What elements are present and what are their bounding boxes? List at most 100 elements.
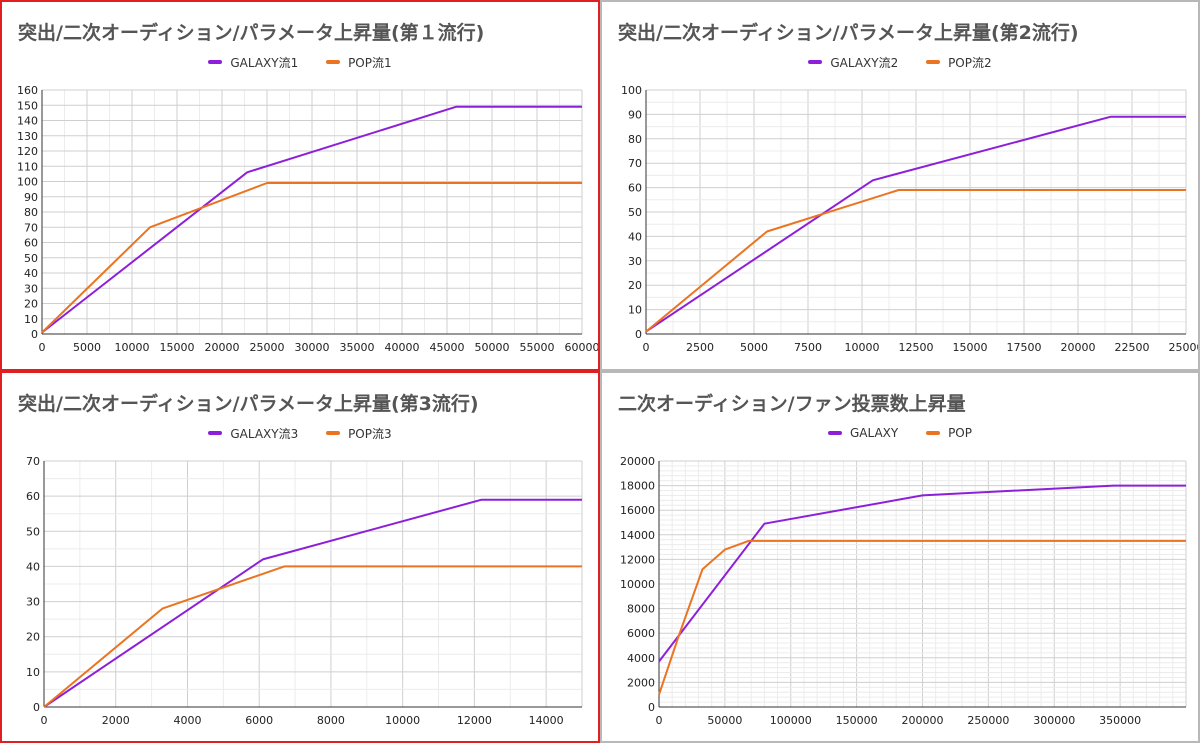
y-tick-label: 20	[26, 631, 40, 644]
y-tick-label: 50	[24, 252, 38, 265]
x-tick-label: 15000	[953, 341, 988, 354]
x-tick-label: 22500	[1115, 341, 1150, 354]
y-tick-label: 80	[24, 206, 38, 219]
y-tick-label: 10	[24, 313, 38, 326]
y-tick-label: 16000	[620, 504, 655, 517]
x-tick-label: 5000	[73, 341, 101, 354]
series-line-POP	[658, 539, 1186, 696]
y-tick-label: 40	[628, 230, 642, 243]
legend-label: GALAXY流1	[230, 55, 299, 70]
y-tick-label: 90	[628, 108, 642, 121]
x-tick-label: 8000	[317, 714, 345, 727]
x-tick-label: 10000	[385, 714, 420, 727]
legend-item-pop: POP流1	[326, 54, 392, 71]
y-tick-label: 10	[628, 304, 642, 317]
series-line-GALAXY流2	[645, 115, 1186, 333]
legend-item-pop: POP流2	[926, 54, 992, 71]
legend-swatch-galaxy	[828, 431, 842, 435]
series-line-POP流2	[645, 189, 1186, 333]
y-tick-label: 20000	[620, 455, 655, 468]
chart-plot: 0 2000 4000 6000 8000 10000 12000 14000 0 10 20 30 4…	[26, 455, 583, 727]
x-tick-label: 50000	[475, 341, 510, 354]
legend-item-galaxy: GALAXY	[828, 426, 898, 440]
y-tick-label: 90	[24, 191, 38, 204]
legend-swatch-galaxy	[208, 60, 223, 64]
y-tick-label: 120	[17, 145, 38, 158]
chart-title: 二次オーディション/ファン投票数上昇量	[618, 393, 966, 415]
y-tick-label: 60	[24, 237, 38, 250]
y-tick-label: 50	[26, 525, 40, 538]
y-tick-label: 70	[628, 157, 642, 170]
chart-plot: 0 5000 10000 15000 20000 25000 30000 35000 40000…	[17, 84, 600, 354]
x-tick-label: 14000	[529, 714, 564, 727]
x-tick-label: 200000	[902, 714, 944, 727]
y-tick-label: 10	[26, 666, 40, 679]
chart-title: 突出/二次オーディション/パラメータ上昇量(第１流行)	[18, 22, 485, 44]
x-tick-label: 0	[39, 341, 46, 354]
y-tick-label: 40	[24, 267, 38, 280]
y-tick-label: 100	[621, 84, 642, 97]
legend-label: POP流2	[948, 55, 992, 70]
x-tick-label: 0	[41, 714, 48, 727]
y-tick-label: 18000	[620, 480, 655, 493]
x-tick-label: 6000	[245, 714, 273, 727]
series-line-POP流3	[43, 565, 582, 708]
series-line-GALAXY	[658, 484, 1186, 663]
y-tick-label: 150	[17, 99, 38, 112]
y-tick-label: 10000	[620, 578, 655, 591]
legend-label: POP	[948, 426, 972, 440]
x-tick-label: 300000	[1033, 714, 1075, 727]
legend-item-pop: POP	[926, 426, 972, 440]
x-tick-label: 0	[643, 341, 650, 354]
y-tick-label: 0	[648, 701, 655, 714]
x-tick-label: 17500	[1007, 341, 1042, 354]
series-line-GALAXY流1	[41, 105, 582, 334]
chart-legend: GALAXY POP	[602, 424, 1198, 440]
y-tick-label: 0	[33, 701, 40, 714]
legend-label: POP流1	[348, 55, 392, 70]
y-tick-label: 140	[17, 115, 38, 128]
y-tick-label: 110	[17, 160, 38, 173]
chart-plot: 0 50000 100000 150000 200000 250000 300000 3500…	[620, 455, 1187, 727]
chart-title: 突出/二次オーディション/パラメータ上昇量(第3流行)	[18, 393, 479, 415]
x-tick-label: 2000	[102, 714, 130, 727]
x-tick-label: 100000	[770, 714, 812, 727]
legend-label: GALAXY流2	[830, 55, 899, 70]
chart-legend: GALAXY流3 POP流3	[2, 424, 598, 442]
x-tick-label: 4000	[173, 714, 201, 727]
y-tick-label: 0	[635, 328, 642, 341]
y-tick-label: 80	[628, 133, 642, 146]
y-tick-label: 8000	[627, 603, 655, 616]
x-tick-label: 150000	[836, 714, 878, 727]
x-tick-label: 50000	[707, 714, 742, 727]
y-tick-label: 50	[628, 206, 642, 219]
x-tick-label: 2500	[686, 341, 714, 354]
x-tick-label: 12500	[899, 341, 934, 354]
chart-panel-2: 突出/二次オーディション/パラメータ上昇量(第2流行) GALAXY流2 POP…	[600, 0, 1200, 371]
legend-item-pop: POP流3	[326, 425, 392, 442]
legend-swatch-galaxy	[808, 60, 823, 64]
chart-panel-1: 突出/二次オーディション/パラメータ上昇量(第１流行) GALAXY流1 POP…	[0, 0, 600, 371]
y-tick-label: 30	[628, 255, 642, 268]
y-tick-label: 4000	[627, 652, 655, 665]
y-tick-label: 130	[17, 130, 38, 143]
chart-legend: GALAXY流1 POP流1	[2, 53, 598, 71]
x-tick-label: 5000	[740, 341, 768, 354]
x-tick-label: 250000	[967, 714, 1009, 727]
y-tick-label: 160	[17, 84, 38, 97]
x-tick-label: 60000	[565, 341, 600, 354]
y-tick-label: 40	[26, 560, 40, 573]
legend-swatch-pop	[326, 60, 341, 64]
y-tick-label: 60	[628, 182, 642, 195]
legend-item-galaxy: GALAXY流3	[208, 425, 298, 442]
x-tick-label: 40000	[385, 341, 420, 354]
x-tick-label: 10000	[115, 341, 150, 354]
y-tick-label: 0	[31, 328, 38, 341]
x-tick-label: 12000	[457, 714, 492, 727]
y-tick-label: 30	[24, 282, 38, 295]
chart-panel-4: 二次オーディション/ファン投票数上昇量 GALAXY POP 0 50000 100…	[600, 371, 1200, 743]
chart-panel-3: 突出/二次オーディション/パラメータ上昇量(第3流行) GALAXY流3 POP…	[0, 371, 600, 743]
y-tick-label: 14000	[620, 529, 655, 542]
y-tick-label: 6000	[627, 627, 655, 640]
y-tick-label: 70	[26, 455, 40, 468]
